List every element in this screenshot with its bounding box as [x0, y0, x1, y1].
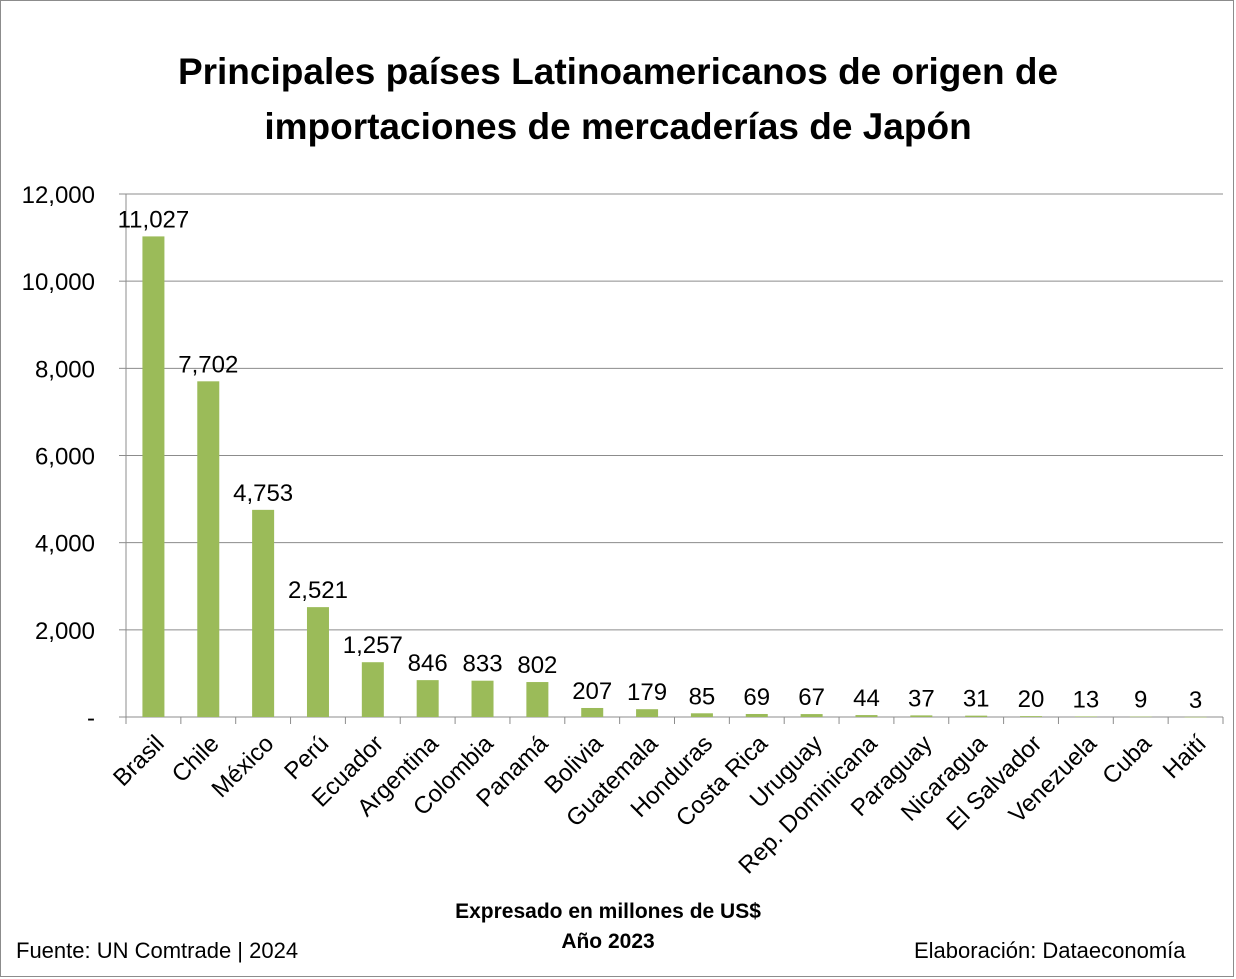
y-tick-label: 2,000 — [35, 618, 95, 645]
bar — [581, 707, 604, 717]
data-label: 69 — [743, 684, 770, 711]
bar — [306, 607, 329, 717]
category-label: Brasil — [108, 730, 170, 792]
y-tick-label: - — [87, 705, 95, 732]
bar — [197, 381, 220, 717]
bar — [471, 680, 494, 717]
bar — [1184, 716, 1207, 718]
chart-title-line-1: Principales países Latinoamericanos de o… — [177, 51, 1059, 92]
data-label: 1,257 — [343, 632, 403, 659]
data-label: 2,521 — [288, 577, 348, 604]
chart-title: Principales países Latinoamericanos de o… — [0, 44, 1236, 154]
data-label: 207 — [572, 678, 612, 705]
bar-chart: - 2,000 4,000 6,000 8,000 10,000 12,000 11,027 B… — [22, 182, 1224, 879]
y-tick-label: 4,000 — [35, 531, 95, 558]
category-label: Haití — [1158, 730, 1212, 784]
category-label: México — [207, 730, 280, 803]
data-label: 9 — [1134, 687, 1147, 714]
bar — [800, 714, 823, 717]
bar — [361, 662, 384, 717]
data-label: 7,702 — [178, 351, 238, 378]
data-label: 44 — [853, 685, 880, 712]
data-label: 13 — [1073, 686, 1100, 713]
source-note: Fuente: UN Comtrade | 2024 — [16, 938, 299, 963]
bar — [416, 680, 439, 717]
unit-note: Expresado en millones de US$ — [455, 900, 761, 923]
data-label: 20 — [1018, 686, 1045, 713]
data-label: 37 — [908, 685, 935, 712]
y-tick-label: 12,000 — [22, 182, 95, 209]
data-label: 31 — [963, 686, 990, 713]
year-note: Año 2023 — [561, 930, 655, 953]
category-label: Cuba — [1097, 730, 1157, 790]
data-label: 846 — [408, 650, 448, 677]
bar — [526, 682, 549, 717]
bar — [1074, 716, 1097, 717]
bar — [142, 236, 165, 717]
data-label: 802 — [517, 652, 557, 679]
bar — [636, 709, 659, 717]
credit-note: Elaboración: Dataeconomía — [914, 938, 1186, 963]
data-label: 833 — [463, 651, 503, 678]
y-tick-label: 8,000 — [35, 356, 95, 383]
bar — [910, 715, 933, 717]
bar — [252, 509, 275, 717]
data-label: 3 — [1189, 687, 1202, 714]
bar — [1020, 716, 1043, 717]
bar — [855, 715, 878, 717]
y-tick-label: 10,000 — [22, 269, 95, 296]
y-tick-label: 6,000 — [35, 444, 95, 471]
bar — [1129, 716, 1152, 718]
bar — [690, 713, 713, 717]
data-label: 67 — [798, 684, 825, 711]
data-label: 11,027 — [118, 206, 190, 233]
data-label: 85 — [689, 683, 716, 710]
data-label: 4,753 — [233, 480, 293, 507]
data-label: 179 — [627, 679, 667, 706]
chart-title-line-2: importaciones de mercaderías de Japón — [264, 106, 972, 147]
bar — [745, 713, 768, 717]
bar — [965, 715, 988, 717]
